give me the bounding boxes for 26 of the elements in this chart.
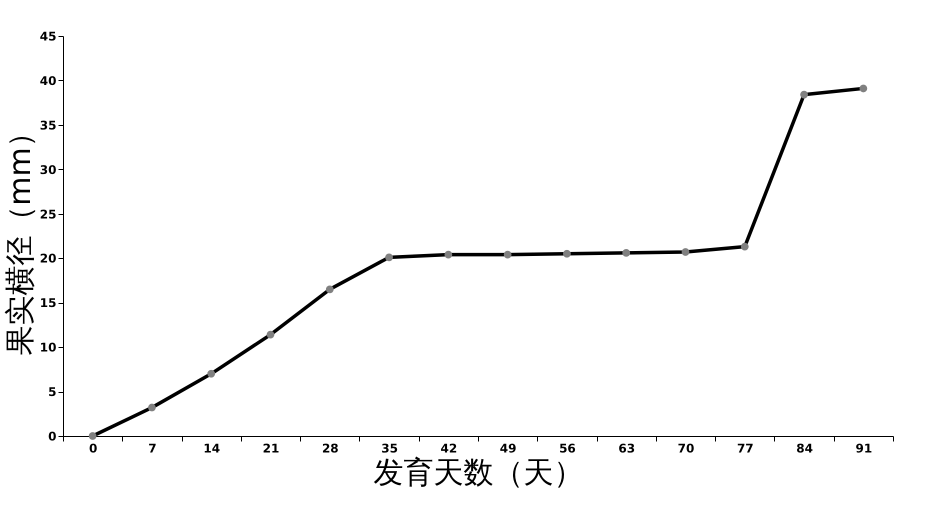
x-tick-label: 28 [322, 442, 339, 456]
x-tick-label: 77 [736, 442, 754, 456]
x-tick-label: 35 [381, 442, 398, 456]
x-tick-label: 56 [559, 442, 576, 456]
y-tick-label: 10 [40, 340, 56, 355]
x-tick-label: 49 [500, 442, 516, 456]
x-tick-label: 70 [678, 442, 694, 456]
x-tick-label: 42 [440, 442, 458, 456]
x-tick-label: 14 [203, 442, 220, 456]
y-tick-label: 35 [40, 118, 56, 132]
x-tick-label: 63 [618, 442, 636, 456]
y-axis-title: 果实横径（mm） [2, 117, 38, 356]
x-tick-label: 91 [856, 442, 872, 456]
x-tick-label: 84 [796, 442, 813, 456]
x-axis-title: 发育天数（天） [374, 456, 584, 490]
y-tick-label: 5 [48, 385, 56, 400]
x-tick-label: 7 [148, 442, 157, 456]
x-tick-label: 0 [88, 442, 98, 456]
y-tick-label: 45 [40, 30, 56, 44]
y-tick-label: 40 [40, 74, 56, 88]
y-tick-label: 0 [48, 430, 56, 444]
y-tick-label: 20 [40, 252, 56, 266]
y-tick-label: 30 [40, 162, 56, 177]
y-tick-label: 15 [40, 296, 56, 310]
y-tick-label: 25 [40, 207, 56, 222]
x-tick-label: 21 [262, 442, 280, 456]
